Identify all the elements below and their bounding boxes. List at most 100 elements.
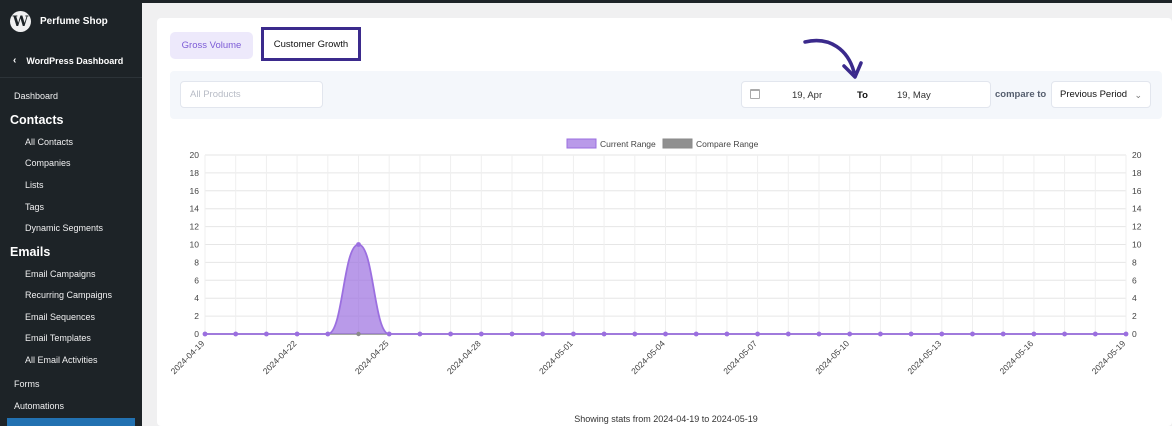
point-current-range [356,242,361,247]
y-tick-label-left: 6 [194,275,199,285]
point-current-range [1123,331,1129,337]
y-tick-label-left: 12 [190,222,200,232]
back-to-dashboard-link[interactable]: ‹ WordPress Dashboard [13,55,123,66]
y-tick-label-left: 4 [194,293,199,303]
x-tick-label: 2024-04-19 [169,338,207,376]
sidebar-item-all-contacts[interactable]: All Contacts [25,137,74,147]
y-tick-label-left: 8 [194,257,199,267]
date-to[interactable]: 19, May [897,90,931,101]
products-filter-input[interactable]: All Products [180,81,323,108]
sidebar-section-emails[interactable]: Emails [10,245,51,259]
sidebar-item-email-campaigns[interactable]: Email Campaigns [25,269,96,279]
stats-range-caption: Showing stats from 2024-04-19 to 2024-05… [574,414,758,424]
sidebar-item-email-sequences[interactable]: Email Sequences [25,312,96,322]
sidebar-item-recurring-campaigns[interactable]: Recurring Campaigns [25,290,113,300]
site-header[interactable]: W Perfume Shop [10,11,108,32]
y-tick-label-right: 4 [1132,293,1137,303]
point-current-range [417,331,423,337]
y-tick-label-right: 20 [1132,150,1142,160]
y-tick-label-right: 10 [1132,240,1142,250]
tab-gross-volume[interactable]: Gross Volume [170,32,253,59]
annotation-arrow-icon [803,38,863,79]
sidebar-item-lists[interactable]: Lists [25,180,44,190]
y-tick-label-left: 18 [190,168,200,178]
date-range-picker[interactable]: 19, Apr To 19, May [741,81,991,108]
tab-customer-growth[interactable]: Customer Growth [261,27,361,61]
sidebar-item-companies[interactable]: Companies [25,158,71,168]
admin-top-strip [0,0,1172,3]
sidebar-item-forms[interactable]: Forms [14,379,40,389]
chart-series [202,242,1129,337]
point-current-range [448,331,453,337]
point-current-range [233,331,239,337]
point-current-range [264,331,269,337]
y-tick-label-right: 14 [1132,204,1142,214]
x-tick-label: 2024-05-16 [997,338,1035,376]
point-current-range [908,331,914,337]
sidebar-item-dynamic-segments[interactable]: Dynamic Segments [25,223,104,233]
y-tick-label-left: 0 [194,329,199,339]
admin-sidebar: W Perfume Shop ‹ WordPress Dashboard Das… [0,0,142,426]
y-tick-label-right: 16 [1132,186,1142,196]
y-axis-right: 0 2 4 6 8 10 12 14 16 18 20 [1132,150,1142,339]
point-compare-range [356,331,361,337]
y-tick-label-right: 12 [1132,222,1142,232]
point-current-range [202,331,208,337]
y-tick-label-left: 20 [190,150,200,160]
y-tick-label-right: 8 [1132,257,1137,267]
y-tick-label-right: 18 [1132,168,1142,178]
sidebar-divider [0,77,142,78]
point-current-range [1062,331,1067,337]
x-tick-label: 2024-05-01 [537,338,575,376]
sidebar-active-item[interactable] [7,418,135,426]
point-current-range [693,331,699,337]
sidebar-section-contacts[interactable]: Contacts [10,113,64,127]
point-current-range [325,331,331,337]
point-current-range [1092,331,1098,337]
y-axis-left: 0 2 4 6 8 10 12 14 16 18 20 [190,150,200,339]
legend-swatch-compare [662,138,693,149]
back-link-label: WordPress Dashboard [26,55,124,66]
site-name: Perfume Shop [40,16,108,27]
x-tick-label: 2024-05-04 [629,338,667,376]
point-current-range [540,331,546,337]
point-current-range [663,331,668,337]
y-tick-label-right: 2 [1132,311,1137,321]
chart-legend: Current Range Compare Range [566,138,759,149]
legend-label-current: Current Range [600,139,656,149]
filter-bar: All Products 19, Apr To 19, May compare … [170,71,1162,119]
customer-growth-chart: Current Range Compare Range 0 2 4 6 8 10 12 14 16… [169,138,1142,376]
point-current-range [509,331,515,337]
point-current-range [632,331,638,337]
x-tick-label: 2024-04-28 [445,338,483,376]
point-current-range [1031,331,1037,337]
x-tick-label: 2024-04-25 [353,338,391,376]
y-tick-label-left: 2 [194,311,199,321]
y-tick-label-left: 16 [190,186,200,196]
sidebar-item-email-templates[interactable]: Email Templates [25,333,91,343]
date-to-separator: To [857,90,868,101]
sidebar-item-automations[interactable]: Automations [14,401,65,411]
sidebar-item-tags[interactable]: Tags [25,202,45,212]
sidebar-item-dashboard[interactable]: Dashboard [14,91,59,101]
compare-period-select[interactable]: Previous Period ⌄ [1051,81,1151,108]
point-current-range [939,331,945,337]
point-current-range [878,331,883,337]
point-current-range [601,331,607,337]
point-current-range [478,331,484,337]
date-from[interactable]: 19, Apr [792,90,823,101]
y-tick-label-right: 0 [1132,329,1137,339]
chevron-down-icon: ⌄ [1134,90,1142,100]
y-tick-label-right: 6 [1132,275,1137,285]
legend-label-compare: Compare Range [696,139,759,149]
x-tick-label: 2024-05-10 [813,338,851,376]
sidebar-item-all-email-activities[interactable]: All Email Activities [25,355,98,365]
point-current-range [816,331,822,337]
point-current-range [386,331,392,337]
point-current-range [970,331,975,337]
point-current-range [724,331,730,337]
point-current-range [1000,331,1006,337]
y-tick-label-left: 10 [190,240,200,250]
calendar-icon [750,89,760,99]
compare-period-value: Previous Period [1060,89,1128,100]
